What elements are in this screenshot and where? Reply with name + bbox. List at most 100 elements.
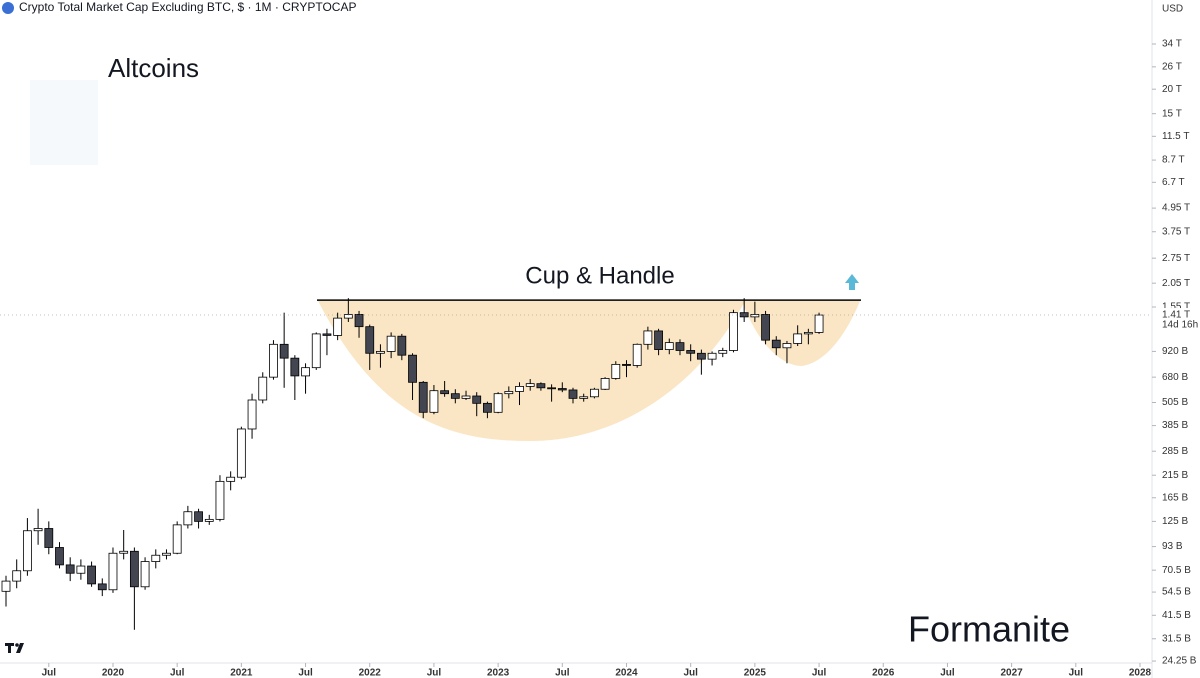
x-tick-label: Jul [812, 668, 827, 678]
candle-body [343, 314, 353, 319]
candle-body [568, 389, 578, 399]
x-tick-label: 2027 [1000, 668, 1023, 678]
y-tick-label: 41.5 B [1162, 610, 1191, 621]
y-tick-label: 2.05 T [1162, 278, 1190, 289]
y-tick-label: 24.25 B [1162, 656, 1197, 667]
y-tick-label: 920 B [1162, 346, 1188, 357]
candle-body [258, 376, 268, 401]
candle-body [269, 343, 278, 378]
candle-body [622, 363, 631, 366]
y-tick-label: 385 B [1162, 420, 1188, 431]
tv-logo [5, 643, 24, 653]
candle-body [557, 388, 567, 391]
candle-body [290, 357, 300, 377]
candle-body [461, 395, 471, 399]
countdown-label: 14d 16h [1162, 320, 1198, 331]
x-tick-label: Jul [170, 668, 185, 678]
candle-body [397, 335, 407, 356]
candle-body [162, 552, 171, 556]
candle-body [536, 383, 546, 389]
y-tick-label: 15 T [1162, 108, 1182, 119]
heading: Altcoins [108, 53, 199, 83]
x-tick-label: 2024 [615, 668, 638, 678]
y-tick-label: 285 B [1162, 446, 1188, 457]
candle-body [215, 480, 225, 520]
candle-body [418, 381, 428, 413]
candle-body [279, 343, 289, 359]
candle-body [493, 393, 503, 413]
y-tick-label: 26 T [1162, 61, 1182, 72]
candle-body [172, 524, 182, 554]
candle-body [771, 339, 781, 349]
candle-body [22, 530, 32, 572]
y-tick-label: 34 T [1162, 39, 1182, 50]
candle-body [322, 333, 332, 336]
y-tick-label: 165 B [1162, 492, 1188, 503]
candle-body [472, 395, 482, 404]
candle-body [247, 399, 257, 430]
y-tick-label: 93 B [1162, 541, 1183, 552]
candle-body [686, 350, 696, 354]
y-tick-label: 125 B [1162, 516, 1188, 527]
candle-body [183, 511, 193, 526]
candle-body [76, 565, 86, 574]
candle-body [129, 550, 139, 588]
candle-body [729, 312, 738, 351]
y-tick-label: 8.7 T [1162, 155, 1185, 166]
candle-body [761, 314, 770, 341]
candle-body [440, 390, 450, 395]
y-tick-label: 20 T [1162, 84, 1182, 95]
x-tick-label: 2026 [872, 668, 895, 678]
x-tick-label: Jul [42, 668, 57, 678]
candle-body [718, 350, 728, 354]
y-tick-label: 3.75 T [1162, 226, 1190, 237]
candle-body [301, 367, 310, 377]
last-price-label: 1.41 T [1162, 310, 1190, 321]
y-tick-label: 54.5 B [1162, 587, 1191, 598]
y-tick-label: 11.5 T [1162, 131, 1189, 142]
candle-body [547, 387, 557, 390]
x-tick-label: 2021 [230, 668, 253, 678]
candle-body [707, 352, 717, 360]
candle-body [311, 333, 321, 369]
up-arrow [845, 274, 859, 290]
candle-body [365, 326, 375, 354]
chart-title: Crypto Total Market Cap Excluding BTC, $… [19, 0, 356, 14]
candle-body [696, 352, 706, 360]
candle-body [226, 476, 236, 482]
candle-body [579, 396, 589, 399]
candle-body [376, 351, 385, 354]
candle-body [44, 528, 54, 548]
candle-body [643, 330, 653, 345]
candle-body [97, 583, 107, 591]
symbol-icon [2, 2, 14, 14]
candle-body [333, 317, 343, 336]
candle-body [204, 518, 214, 522]
x-tick-label: Jul [555, 668, 570, 678]
x-tick-label: Jul [683, 668, 698, 678]
y-tick-label: 2.75 T [1162, 253, 1190, 264]
candle-body [65, 564, 75, 574]
candle-body [236, 428, 246, 478]
x-tick-label: 2022 [359, 668, 382, 678]
y-tick-label: 70.5 B [1162, 565, 1191, 576]
candle-body [504, 391, 514, 395]
y-tick-label: 1.55 T [1162, 302, 1190, 313]
candle-body [814, 314, 824, 333]
candle-body [632, 343, 642, 366]
candle-body [119, 550, 129, 554]
candle-body [483, 402, 492, 413]
candle-body [194, 511, 203, 522]
candle-body [87, 565, 96, 585]
candle-body [140, 561, 150, 588]
candle-body [408, 354, 417, 383]
x-tick-label: Jul [940, 668, 955, 678]
candle-body [12, 570, 22, 582]
candle-body [803, 332, 813, 335]
candle-body [793, 333, 803, 344]
y-tick-label: 505 B [1162, 397, 1188, 408]
candle-body [525, 383, 535, 387]
candle-body [386, 335, 396, 352]
candle-body [675, 342, 685, 351]
